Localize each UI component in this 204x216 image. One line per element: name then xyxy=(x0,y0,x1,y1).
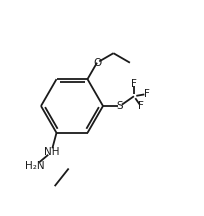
Text: F: F xyxy=(144,89,150,99)
Text: H₂N: H₂N xyxy=(26,161,45,171)
Text: F: F xyxy=(131,79,137,89)
Text: F: F xyxy=(138,101,144,111)
Text: NH: NH xyxy=(44,147,59,157)
Text: O: O xyxy=(93,58,101,68)
Text: S: S xyxy=(117,101,123,111)
